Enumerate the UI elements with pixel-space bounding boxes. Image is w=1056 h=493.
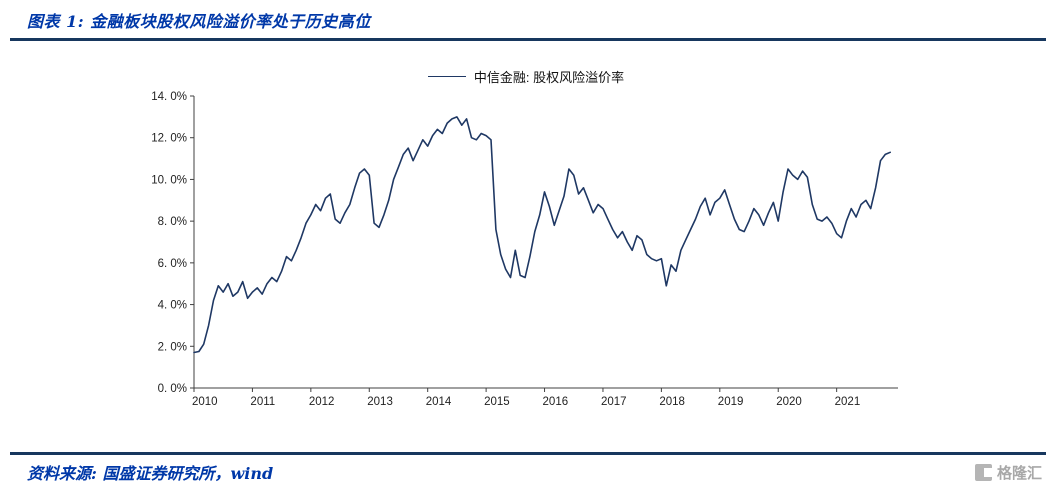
svg-text:2011: 2011 [250, 396, 275, 408]
svg-text:2. 0%: 2. 0% [158, 341, 187, 353]
svg-text:2012: 2012 [309, 396, 335, 408]
divider-top [10, 38, 1046, 41]
legend-line-swatch [427, 75, 466, 77]
svg-text:2016: 2016 [543, 396, 569, 408]
svg-text:2018: 2018 [659, 396, 685, 408]
svg-text:6. 0%: 6. 0% [158, 258, 187, 270]
legend-label: 中信金融: 股权风险溢价率 [473, 69, 625, 85]
figure-label: 图表 1: [27, 12, 85, 31]
erp-line-chart: 0. 0% 2. 0% 4. 0% 6. 0% 8. 0% 10. 0% 12. 0% 14.… [151, 91, 898, 408]
svg-text:12. 0%: 12. 0% [151, 133, 187, 145]
figure-title: 图表 1: 金融板块股权风险溢价率处于历史高位 [27, 8, 371, 32]
svg-text:2015: 2015 [484, 396, 510, 408]
svg-text:2013: 2013 [367, 396, 393, 408]
svg-text:8. 0%: 8. 0% [158, 216, 187, 228]
svg-text:10. 0%: 10. 0% [151, 174, 187, 186]
gelonghui-logo-icon [974, 464, 993, 481]
svg-text:14. 0%: 14. 0% [151, 91, 187, 103]
svg-text:2010: 2010 [192, 396, 218, 408]
svg-text:2021: 2021 [835, 396, 861, 408]
watermark: 格隆汇 [974, 462, 1042, 483]
svg-text:4. 0%: 4. 0% [158, 300, 187, 312]
source-note: 资料来源: 国盛证券研究所，wind [27, 464, 274, 483]
chart-area: 中信金融: 股权风险溢价率 0. 0% 2. 0% 4. 0% 6. 0% 8. 0% 1… [146, 64, 906, 418]
svg-text:2017: 2017 [601, 396, 627, 408]
chart-legend: 中信金融: 股权风险溢价率 [146, 64, 906, 88]
watermark-text: 格隆汇 [996, 465, 1042, 482]
figure-title-text: 金融板块股权风险溢价率处于历史高位 [90, 12, 371, 31]
svg-text:0. 0%: 0. 0% [158, 383, 187, 395]
divider-bottom [10, 452, 1046, 455]
svg-text:2020: 2020 [776, 396, 802, 408]
svg-text:2019: 2019 [718, 396, 744, 408]
svg-text:2014: 2014 [426, 396, 452, 408]
